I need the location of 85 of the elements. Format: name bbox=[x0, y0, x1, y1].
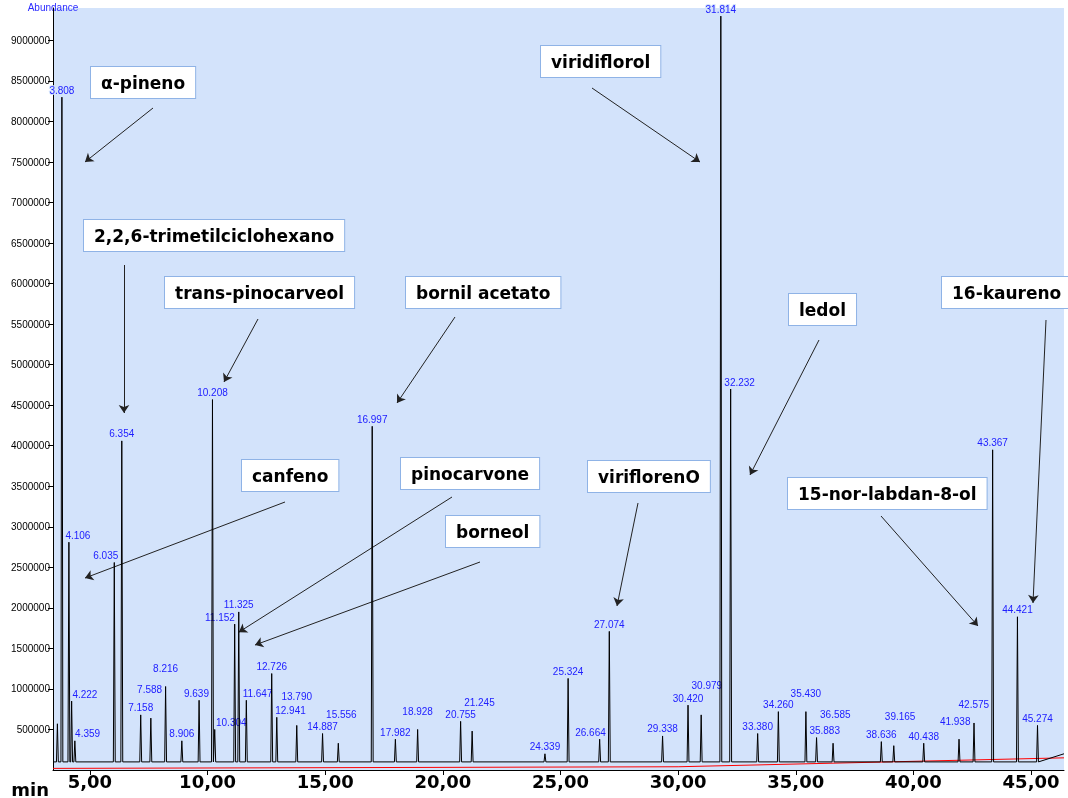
x-tick-label: 35,00 bbox=[767, 770, 825, 792]
annotation: 9.639 bbox=[183, 687, 210, 699]
annotation: 35.430 bbox=[790, 688, 822, 700]
y-tick-label: 3500000 bbox=[11, 480, 51, 492]
annotation: 10.208 bbox=[197, 387, 229, 399]
y-tick-label: 8000000 bbox=[11, 115, 51, 127]
annotation: canfeno bbox=[252, 465, 329, 486]
annotation: 16-kaureno bbox=[952, 282, 1062, 303]
y-tick-label: 5000000 bbox=[11, 359, 51, 371]
annotation: 41.938 bbox=[939, 715, 971, 727]
annotation: 13.790 bbox=[281, 690, 313, 702]
x-tick-label: 25,00 bbox=[532, 770, 589, 792]
annotation: 38.636 bbox=[866, 729, 898, 741]
annotation: viriflorenO bbox=[598, 466, 700, 487]
annotation: 31.814 bbox=[705, 3, 737, 15]
x-tick-label: 45,00 bbox=[1002, 770, 1060, 792]
x-tick-label: 15,00 bbox=[296, 770, 354, 792]
annotation: 8.906 bbox=[169, 728, 195, 740]
y-tick-label: 3000000 bbox=[11, 521, 51, 533]
y-tick-label: 2000000 bbox=[11, 602, 51, 614]
y-tick-label: 7500000 bbox=[11, 156, 51, 168]
annotation: 21.245 bbox=[464, 696, 496, 708]
annotation: 6.035 bbox=[93, 549, 119, 561]
annotation: 26.664 bbox=[575, 726, 607, 738]
annotation: 11.325 bbox=[223, 599, 255, 611]
annotation: bornil acetato bbox=[416, 282, 551, 303]
annotation: 25.324 bbox=[552, 665, 584, 677]
annotation: 2,2,6-trimetilciclohexano bbox=[94, 225, 335, 246]
annotation: 39.165 bbox=[884, 711, 916, 723]
annotation: 18.928 bbox=[402, 705, 434, 717]
annotation: 35.883 bbox=[809, 725, 841, 737]
x-axis-title: min bbox=[11, 778, 49, 798]
annotation: 6.354 bbox=[109, 428, 135, 440]
y-tick-label: 9000000 bbox=[11, 34, 51, 46]
annotation: 7.588 bbox=[137, 683, 163, 695]
annotation: 44.421 bbox=[1002, 604, 1034, 616]
annotation: 30.420 bbox=[672, 692, 704, 704]
x-tick-label: 10,00 bbox=[179, 770, 237, 792]
annotation: viridiflorol bbox=[551, 51, 651, 72]
x-tick-label: 5,00 bbox=[67, 770, 113, 792]
annotation: 4.106 bbox=[65, 529, 91, 541]
annotation: 7.158 bbox=[128, 702, 154, 714]
annotation: 24.339 bbox=[529, 741, 561, 753]
x-tick-label: 30,00 bbox=[649, 770, 707, 792]
annotation: 4.222 bbox=[72, 688, 98, 700]
annotation: α-pineno bbox=[101, 72, 186, 93]
annotation: 27.074 bbox=[594, 618, 626, 630]
annotation: 20.755 bbox=[445, 708, 477, 720]
annotation: 8.216 bbox=[153, 663, 179, 674]
annotation: 32.232 bbox=[724, 376, 756, 388]
annotation: 11.647 bbox=[242, 687, 273, 699]
annotation: 29.338 bbox=[647, 723, 679, 735]
annotation: 14.887 bbox=[307, 721, 339, 733]
y-axis-title: Abundance bbox=[27, 1, 79, 13]
annotation: 16.997 bbox=[356, 413, 388, 425]
y-tick-label: 500000 bbox=[16, 723, 51, 735]
annotation: pinocarvone bbox=[411, 463, 530, 484]
annotation: 34.260 bbox=[763, 699, 795, 711]
annotation: 12.726 bbox=[256, 661, 288, 673]
annotation: 17.982 bbox=[380, 726, 412, 738]
y-tick-label: 1000000 bbox=[11, 683, 51, 695]
annotation: 43.367 bbox=[977, 437, 1009, 449]
y-tick-label: 5500000 bbox=[11, 318, 51, 330]
x-tick-label: 40,00 bbox=[884, 770, 942, 792]
y-tick-label: 8500000 bbox=[11, 75, 51, 87]
y-tick-label: 4000000 bbox=[11, 440, 51, 452]
x-tick-label: 20,00 bbox=[414, 770, 472, 792]
annotation: 33.380 bbox=[742, 721, 774, 733]
annotation: 4.359 bbox=[75, 728, 101, 740]
y-tick-label: 6000000 bbox=[11, 278, 51, 290]
y-tick-label: 6500000 bbox=[11, 237, 51, 249]
annotation: 40.438 bbox=[908, 730, 940, 742]
annotation: 15-nor-labdan-8-ol bbox=[798, 483, 977, 504]
y-tick-label: 7000000 bbox=[11, 197, 51, 209]
annotation: 12.941 bbox=[275, 704, 307, 716]
y-tick-label: 4500000 bbox=[11, 399, 51, 411]
annotation: trans-pinocarveol bbox=[175, 282, 345, 303]
annotation: 36.585 bbox=[820, 708, 852, 720]
annotation: 42.575 bbox=[958, 699, 990, 711]
annotation: ledol bbox=[799, 299, 847, 320]
y-tick-label: 2500000 bbox=[11, 561, 51, 573]
annotation: borneol bbox=[456, 521, 530, 542]
y-tick-label: 1500000 bbox=[11, 642, 51, 654]
annotation: 15.556 bbox=[326, 708, 358, 720]
annotation: 45.274 bbox=[1022, 712, 1054, 724]
